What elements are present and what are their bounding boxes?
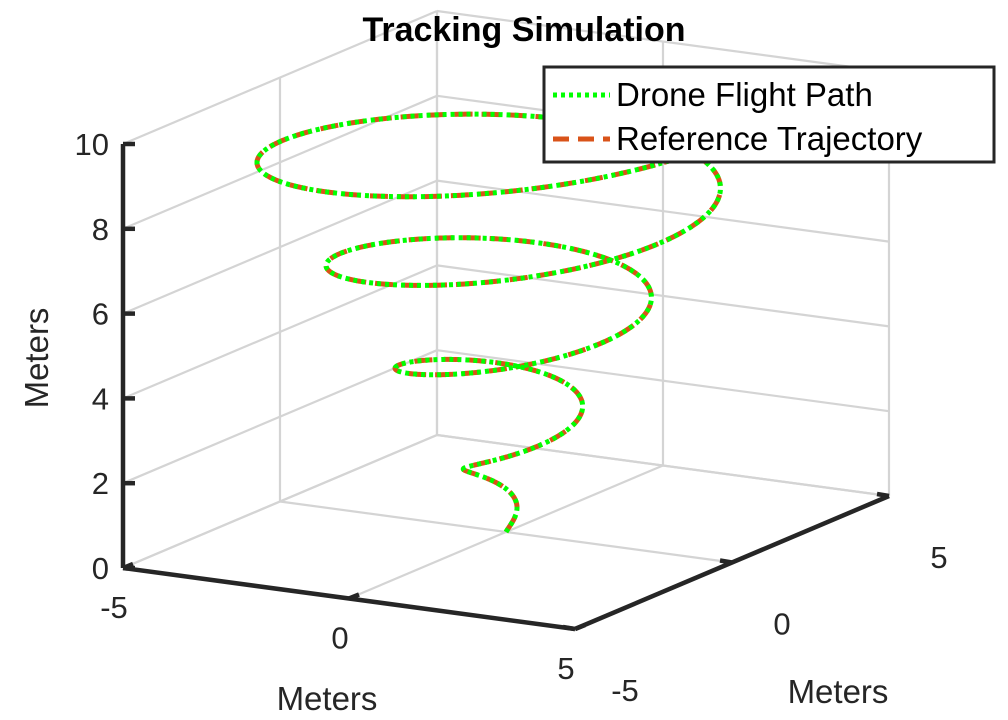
- z-tick-label: 8: [92, 212, 109, 247]
- grid-wall-left-horizontal: [122, 264, 438, 400]
- grid-wall-left-horizontal: [122, 179, 438, 315]
- z-tick-label: 6: [92, 297, 109, 332]
- tick-labels: 0 2 4 6 8 10 -5 0 5 -5 0 5: [75, 127, 948, 708]
- y-tick-mark: [876, 491, 890, 499]
- grid-wall-back-horizontal: [436, 9, 890, 74]
- y-axis-label: Meters: [788, 673, 889, 710]
- x-tick-mark: [574, 622, 586, 632]
- y-tick-mark: [562, 624, 576, 632]
- x-tick-label: 0: [331, 621, 348, 656]
- grid-wall-left-horizontal: [122, 433, 438, 570]
- legend: Drone Flight Path Reference Trajectory: [542, 65, 996, 164]
- legend-box: [542, 65, 996, 164]
- x-tick-mark: [122, 561, 134, 571]
- z-axis-label: Meters: [18, 308, 55, 409]
- chart-title: Tracking Simulation: [362, 11, 685, 49]
- y-tick-label: -5: [611, 673, 639, 708]
- z-tick-label: 4: [92, 381, 109, 416]
- grid-wall-left-horizontal: [122, 349, 438, 485]
- x-tick-mark: [348, 592, 360, 601]
- series-line-drone-flight-path: [254, 111, 734, 535]
- x-tick-label: -5: [100, 590, 128, 625]
- z-tick-label: 10: [75, 127, 109, 162]
- y-tick-label: 5: [930, 540, 947, 575]
- grid-wall-left-horizontal: [122, 9, 438, 146]
- x-axis-label: Meters: [277, 680, 378, 717]
- grid-wall-back-horizontal: [436, 264, 890, 328]
- grid-wall-back-horizontal: [436, 349, 890, 413]
- series-group: [254, 111, 734, 535]
- legend-label-drone: Drone Flight Path: [616, 76, 873, 113]
- z-tick-label: 2: [92, 466, 109, 501]
- y-tick-label: 0: [773, 607, 790, 642]
- axes: [120, 141, 890, 632]
- legend-label-reference: Reference Trajectory: [616, 120, 923, 157]
- grid-wall-back-horizontal: [436, 433, 890, 498]
- series-line-reference-trajectory: [254, 111, 734, 535]
- y-tick-mark: [719, 558, 733, 565]
- x-tick-label: 5: [557, 651, 574, 686]
- z-tick-label: 0: [92, 551, 109, 586]
